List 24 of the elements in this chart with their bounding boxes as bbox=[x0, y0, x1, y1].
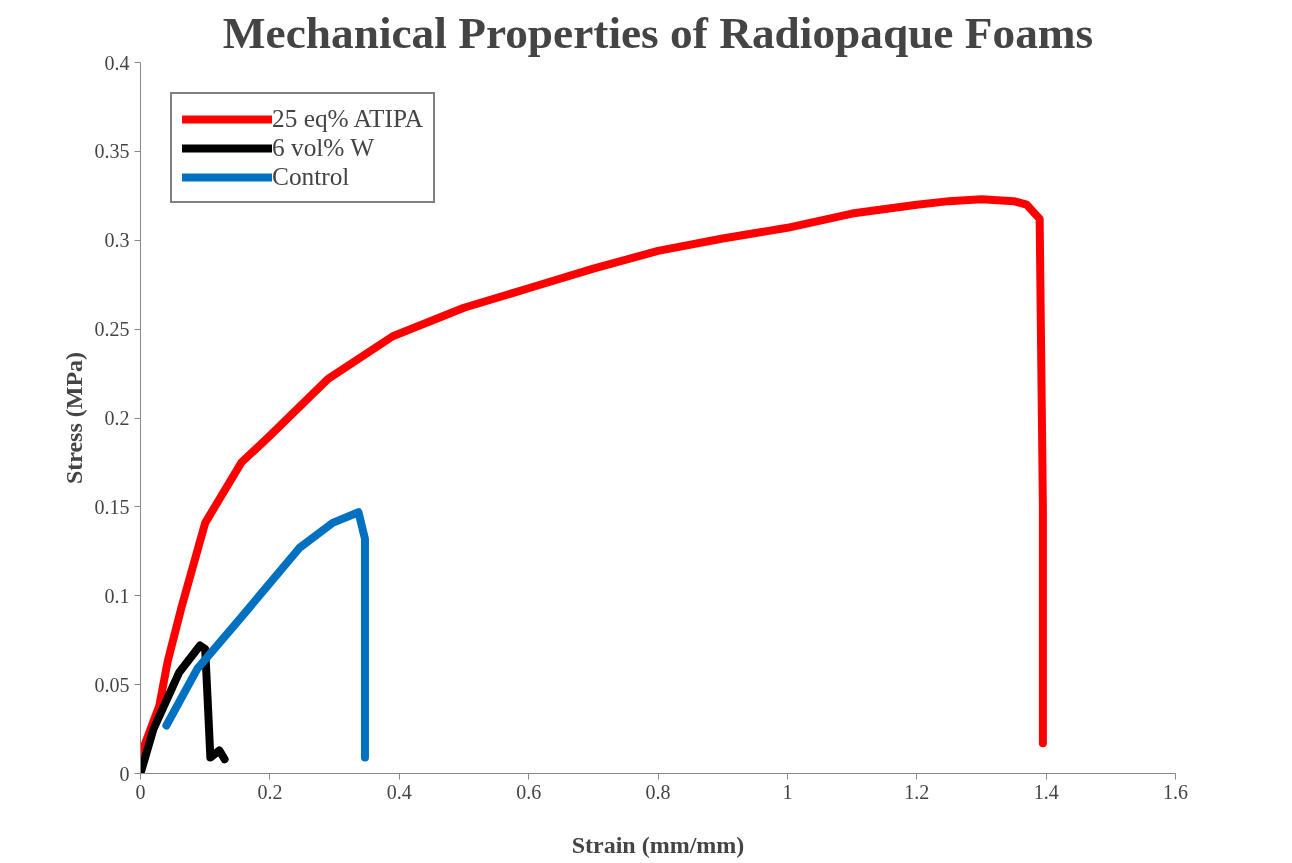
x-tick-label: 0 bbox=[135, 780, 146, 803]
x-tick-label: 0.8 bbox=[645, 780, 671, 803]
y-tick-label: 0.2 bbox=[104, 407, 130, 429]
chart-title: Mechanical Properties of Radiopaque Foams bbox=[222, 7, 1094, 58]
x-tick-label: 1.4 bbox=[1033, 780, 1059, 803]
x-tick-label: 1.6 bbox=[1163, 780, 1188, 803]
legend-label: Control bbox=[272, 162, 350, 191]
y-tick-label: 0.25 bbox=[94, 318, 130, 341]
x-tick-label: 0.4 bbox=[386, 780, 412, 803]
y-axis-title: Stress (MPa) bbox=[60, 351, 87, 485]
x-tick-label: 0.2 bbox=[257, 780, 283, 803]
x-tick-label: 1.2 bbox=[904, 780, 930, 803]
x-tick-label: 1 bbox=[782, 780, 793, 803]
y-tick-label: 0.05 bbox=[94, 673, 130, 696]
x-axis-title: Strain (mm/mm) bbox=[571, 831, 745, 858]
y-tick-label: 0 bbox=[119, 762, 130, 785]
legend-label: 6 vol% W bbox=[272, 133, 375, 162]
y-tick-label: 0.3 bbox=[104, 229, 130, 252]
y-tick-label: 0.35 bbox=[94, 140, 130, 163]
legend-label: 25 eq% ATIPA bbox=[272, 104, 424, 133]
x-tick-label: 0.6 bbox=[516, 780, 542, 803]
y-tick-label: 0.1 bbox=[104, 584, 130, 607]
y-tick-label: 0.4 bbox=[104, 51, 130, 74]
y-tick-label: 0.15 bbox=[94, 495, 130, 518]
